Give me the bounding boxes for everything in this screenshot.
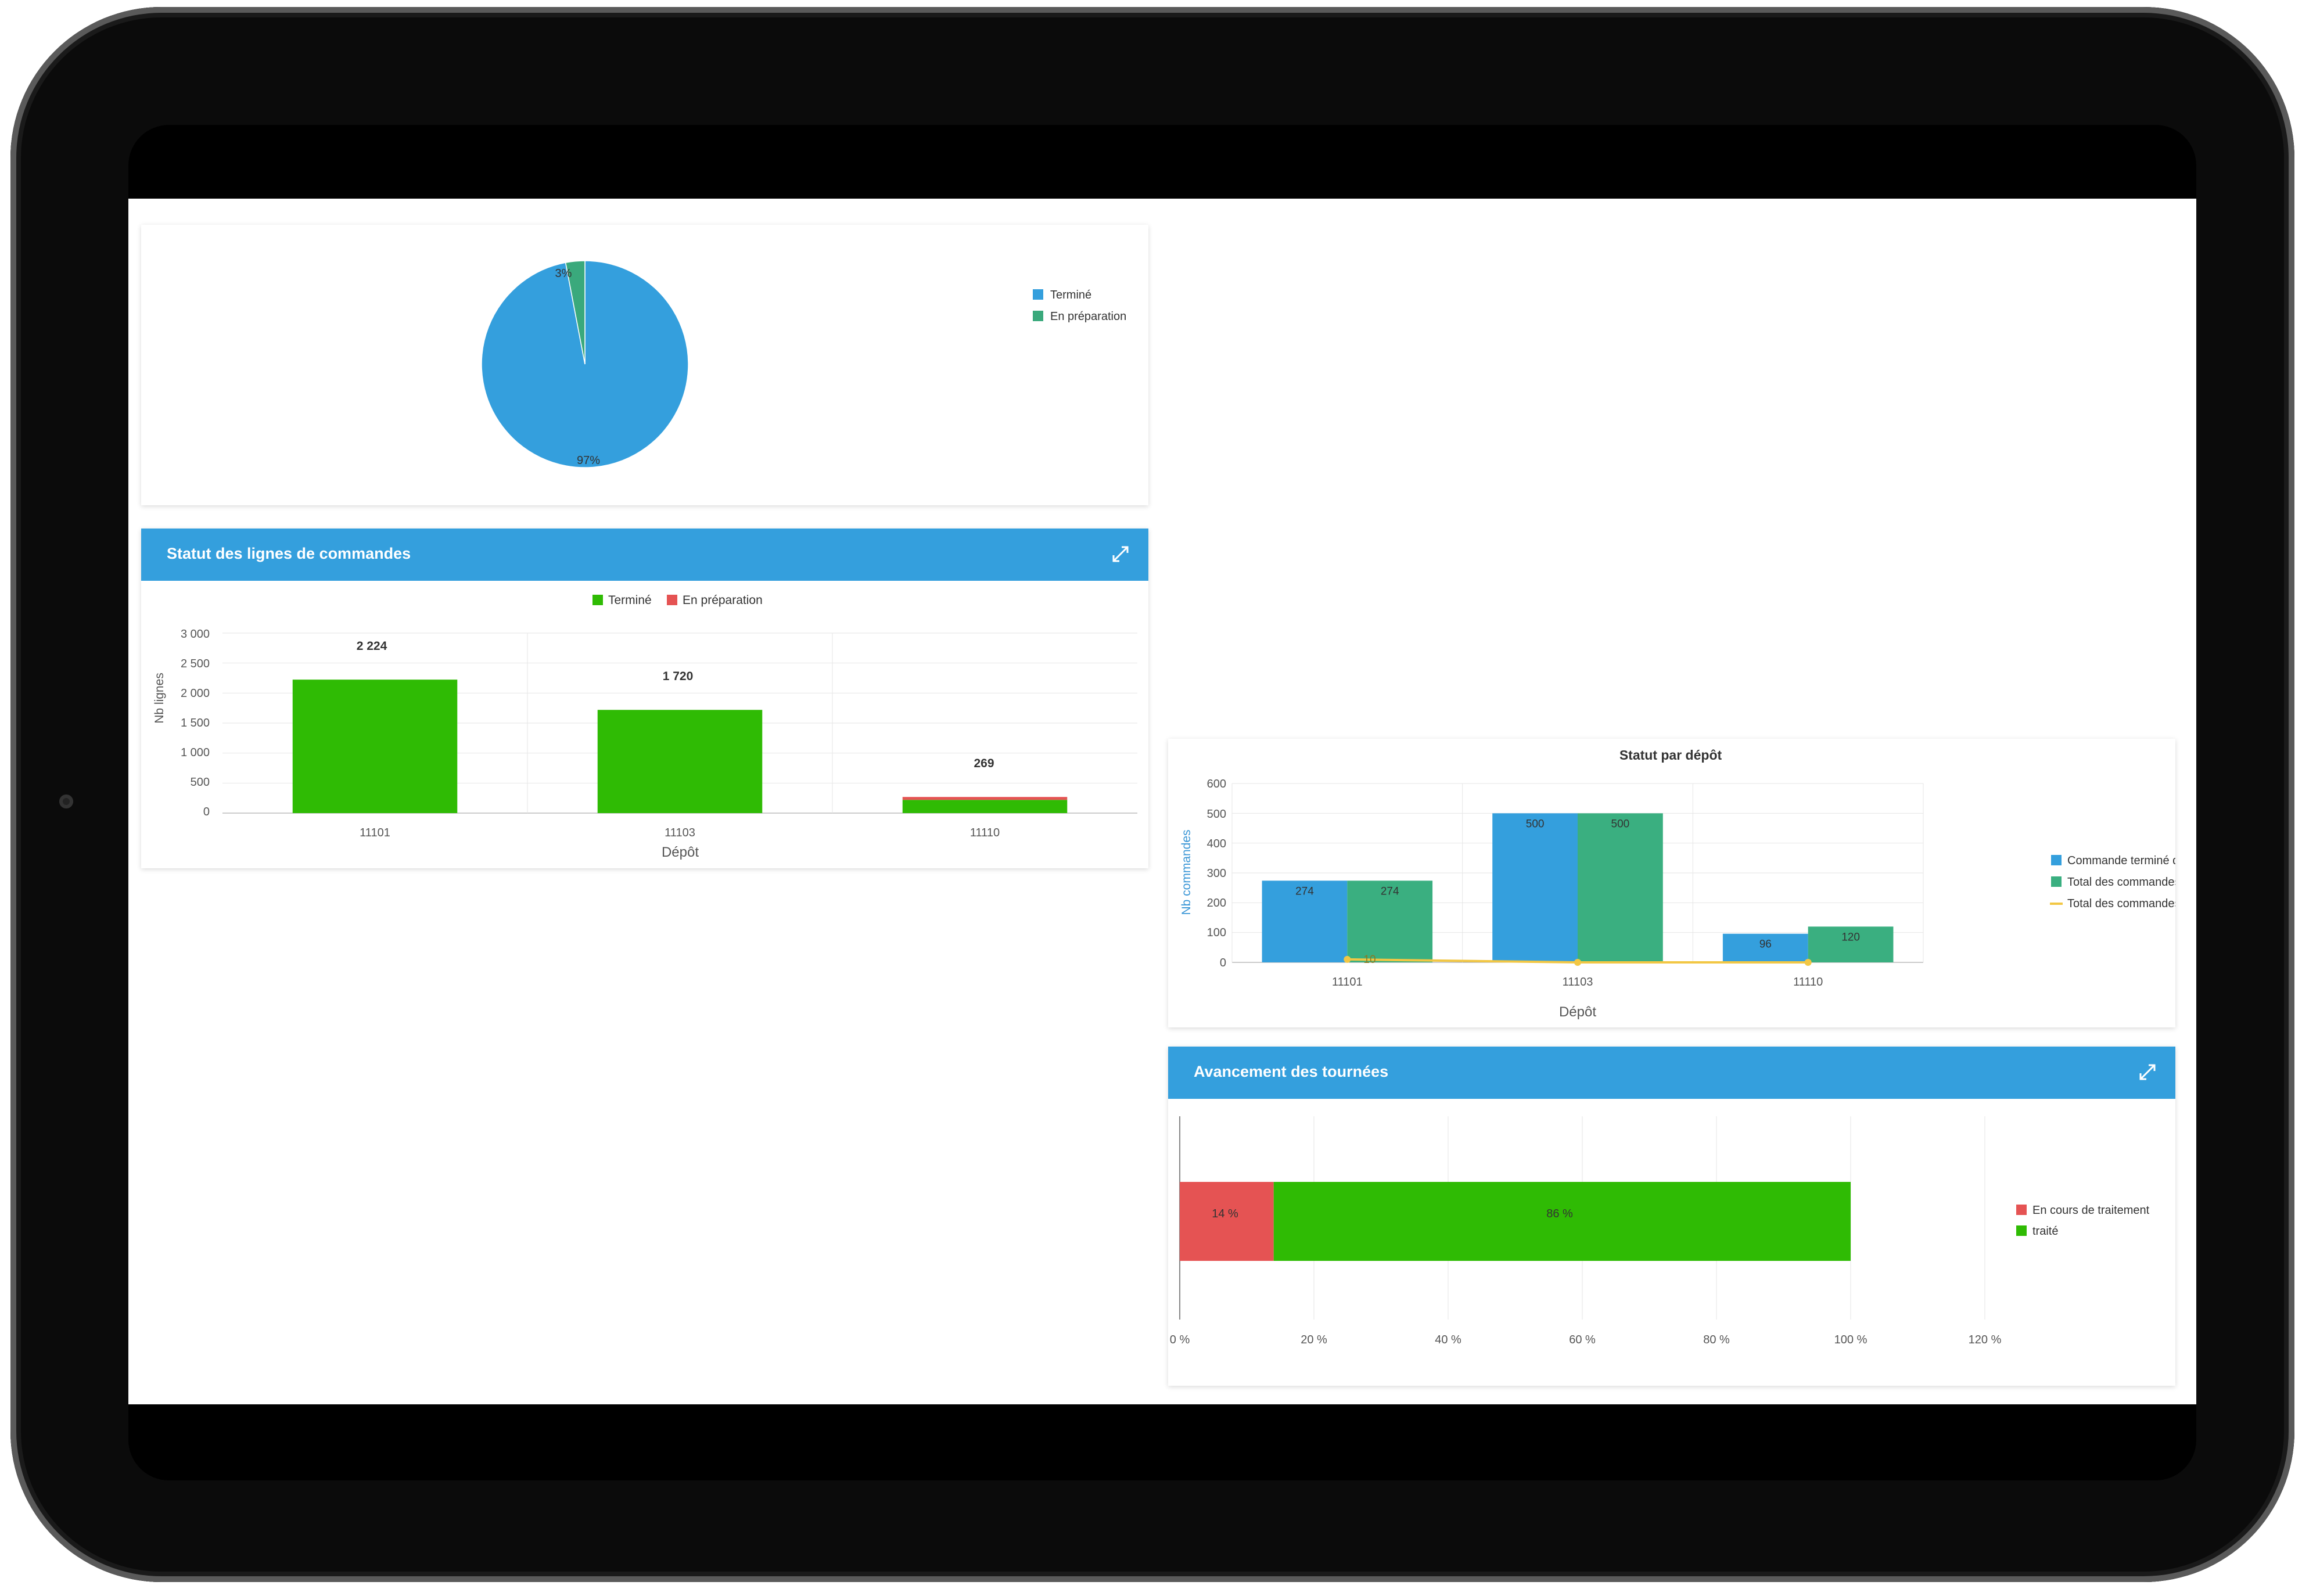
bar-11110-termine[interactable] — [902, 800, 1068, 813]
bar-value-label: 120 — [1841, 931, 1860, 943]
x-tick: 20 % — [1301, 1333, 1327, 1346]
panel-header: Avancement des tournées — [1168, 1047, 2175, 1099]
legend-swatch-termine — [1033, 289, 1043, 300]
legend-label-termine[interactable]: Commande terminé du jour — [2067, 854, 2196, 867]
dashboard-screen: 3% 97% Terminé En préparation Statut des… — [128, 199, 2196, 1404]
bar-total-label: 269 — [974, 757, 994, 770]
y-tick: 500 — [191, 776, 210, 789]
expand-icon[interactable] — [1109, 542, 1132, 566]
pie-panel: 3% 97% Terminé En préparation — [141, 225, 1148, 505]
bar-value-label: 500 — [1526, 818, 1545, 830]
order-lines-chart: Terminé En préparation Nb lignes Dépôt 3… — [153, 594, 1137, 860]
order-lines-panel: Statut des lignes de commandes Terminé E… — [141, 529, 1148, 868]
legend-label-total[interactable]: Total des commandes du jour — [2067, 876, 2196, 889]
x-tick: 11110 — [1793, 976, 1823, 988]
legend-swatch-preparation — [667, 595, 677, 605]
bar-value-label: 274 — [1381, 885, 1399, 897]
pie-label-small: 3% — [555, 267, 572, 280]
legend-label-preparation[interactable]: En préparation — [683, 594, 763, 607]
y-tick: 2 500 — [181, 657, 210, 670]
bar-inner-label: 2 224 — [357, 664, 387, 678]
depot-status-panel: Statut par dépôt Nb commandes Dépôt 600 … — [1168, 739, 2196, 1027]
y-tick: 100 — [1207, 926, 1226, 939]
legend-swatch-termine — [592, 595, 603, 605]
y-tick: 2 000 — [181, 687, 210, 700]
x-tick: 80 % — [1703, 1333, 1730, 1346]
y-tick: 300 — [1207, 867, 1226, 880]
y-tick: 200 — [1207, 897, 1226, 910]
bar-11103-termine[interactable] — [1492, 813, 1578, 962]
y-tick: 600 — [1207, 778, 1226, 790]
bar-11103-termine[interactable] — [597, 710, 763, 813]
x-tick: 11101 — [360, 826, 390, 839]
legend-label-preparation[interactable]: En préparation — [1050, 310, 1126, 323]
depot-status-chart: Statut par dépôt Nb commandes Dépôt 600 … — [1180, 747, 2196, 1020]
line-point[interactable] — [1344, 955, 1351, 963]
pie-chart: 3% 97% Terminé En préparation — [481, 260, 1126, 468]
legend-label-en-cours[interactable]: En cours de traitement — [2032, 1204, 2150, 1217]
x-tick: 11110 — [970, 826, 1000, 839]
bar-11110-termine[interactable] — [1722, 933, 1808, 962]
legend-label-termine[interactable]: Terminé — [1050, 289, 1091, 301]
chart-title: Statut par dépôt — [1619, 747, 1722, 763]
x-tick: 120 % — [1969, 1333, 2002, 1346]
x-tick: 100 % — [1834, 1333, 1868, 1346]
tours-progress-chart: 14 % 86 % 0 % 20 % 40 % 60 % 80 % 100 % … — [1170, 1116, 2150, 1346]
panel-title: Statut des lignes de commandes — [167, 545, 411, 562]
legend-swatch-total — [2051, 876, 2062, 887]
segment-label: 14 % — [1212, 1207, 1238, 1220]
expand-icon[interactable] — [2136, 1061, 2159, 1084]
y-tick: 500 — [1207, 808, 1226, 821]
tablet-frame: 3% 97% Terminé En préparation Statut des… — [10, 7, 2294, 1582]
segment-label: 86 % — [1546, 1207, 1573, 1220]
bar-11110-total[interactable] — [1808, 926, 1894, 962]
y-tick: 1 000 — [181, 746, 210, 759]
y-tick: 0 — [203, 806, 210, 818]
bar-total-label: 1 720 — [663, 670, 694, 683]
line-point[interactable] — [1804, 959, 1812, 966]
legend-label-termine[interactable]: Terminé — [608, 594, 652, 607]
pie-label-large: 97% — [577, 454, 600, 467]
bar-value-label: 96 — [1759, 939, 1772, 951]
y-axis-label: Nb lignes — [153, 673, 166, 724]
bar-inner-label: 1 720 — [663, 695, 694, 709]
y-tick: 0 — [1220, 957, 1226, 969]
bar-11103-total[interactable] — [1578, 813, 1663, 962]
legend-label-hier[interactable]: Total des commandes préparées hier — [2067, 897, 2196, 910]
bar-traite[interactable] — [1273, 1182, 1851, 1261]
bar-11101-termine[interactable] — [292, 680, 458, 813]
bar-total-label: 2 224 — [357, 639, 387, 653]
pie-slice-termine[interactable] — [481, 260, 689, 468]
line-point-label: 10 — [1363, 954, 1376, 966]
x-tick: 11103 — [1563, 976, 1593, 988]
bar-value-label: 274 — [1295, 885, 1314, 897]
x-axis-label: Dépôt — [662, 844, 699, 860]
y-tick: 1 500 — [181, 717, 210, 729]
y-tick: 400 — [1207, 837, 1226, 850]
bar-en-cours[interactable] — [1180, 1182, 1274, 1261]
x-tick: 0 % — [1170, 1333, 1190, 1346]
legend-label-traite[interactable]: traité — [2032, 1225, 2058, 1238]
x-axis-label: Dépôt — [1559, 1004, 1596, 1020]
x-tick: 11101 — [1332, 976, 1363, 988]
y-tick: 3 000 — [181, 628, 210, 641]
x-tick: 11103 — [665, 826, 695, 839]
x-tick: 60 % — [1569, 1333, 1596, 1346]
line-point[interactable] — [1574, 959, 1581, 966]
tours-progress-panel: Avancement des tournées 14 % 86 % 0 % 20… — [1168, 1047, 2175, 1386]
bar-11110-preparation[interactable] — [902, 797, 1068, 800]
camera — [59, 795, 73, 808]
bar-11101-termine[interactable] — [1262, 880, 1348, 962]
legend-swatch-termine — [2051, 855, 2062, 865]
legend-swatch-traite — [2016, 1225, 2027, 1236]
bar-11101-total[interactable] — [1347, 880, 1433, 962]
x-tick: 40 % — [1435, 1333, 1461, 1346]
panel-header: Statut des lignes de commandes — [141, 529, 1148, 581]
pie-slice-preparation[interactable] — [565, 260, 586, 365]
panel-title: Avancement des tournées — [1194, 1063, 1389, 1080]
legend-swatch-en-cours — [2016, 1205, 2027, 1215]
legend-swatch-preparation — [1033, 311, 1043, 321]
bar-value-label: 500 — [1611, 818, 1630, 830]
y-axis-label: Nb commandes — [1180, 829, 1193, 915]
